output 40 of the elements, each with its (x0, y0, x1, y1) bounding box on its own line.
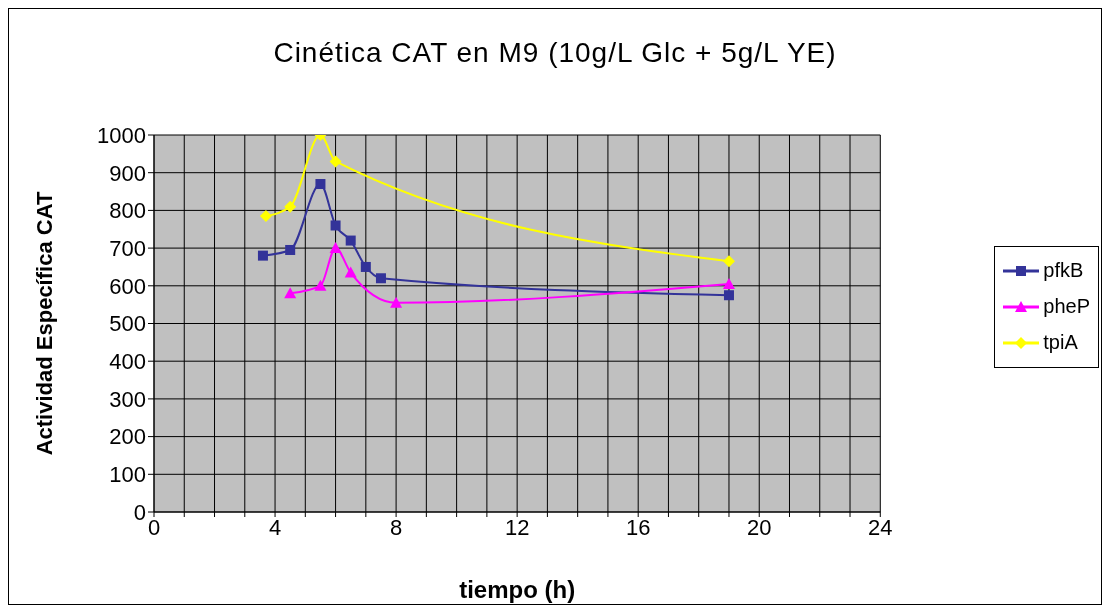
point (329, 242, 342, 254)
point (722, 255, 735, 268)
x-tick-label: 24 (868, 514, 893, 540)
point (284, 200, 297, 213)
point (375, 273, 386, 284)
point (315, 179, 326, 190)
point (257, 250, 268, 261)
point (329, 155, 342, 168)
point (284, 287, 297, 299)
x-tick-label: 8 (389, 514, 403, 540)
point (344, 266, 357, 278)
x-tick-label: 4 (268, 514, 282, 540)
point (259, 210, 272, 223)
y-axis-title: Actividad Específica CAT (31, 191, 57, 456)
point (722, 277, 735, 289)
x-tick-label: 12 (504, 514, 530, 540)
point (723, 290, 734, 301)
x-tick-label: 16 (625, 514, 651, 540)
legend-label: tpiA (1043, 331, 1078, 354)
legend-label: pheP (1043, 295, 1090, 318)
x-tick-label: 20 (746, 514, 772, 540)
y-tick-label: 1000 (97, 122, 146, 148)
y-tick-label: 900 (109, 160, 146, 186)
point (345, 235, 356, 246)
y-tick-label: 100 (109, 462, 146, 488)
y-tick-label: 500 (109, 311, 146, 337)
x-axis-title: tiempo (h) (459, 576, 576, 603)
point (330, 220, 341, 231)
point (390, 296, 403, 308)
y-tick-label: 800 (109, 198, 146, 224)
chart-title: Cinética CAT en M9 (10g/L Glc + 5g/L YE) (272, 37, 838, 69)
legend-label: pfkB (1043, 259, 1084, 282)
y-tick-label: 700 (109, 235, 146, 261)
y-tick-label: 600 (109, 273, 146, 299)
point (360, 261, 371, 272)
y-tick-label: 200 (109, 424, 146, 450)
point (285, 244, 296, 255)
point (314, 279, 327, 291)
y-tick-label: 300 (109, 386, 146, 412)
y-tick-label: 400 (109, 349, 146, 375)
